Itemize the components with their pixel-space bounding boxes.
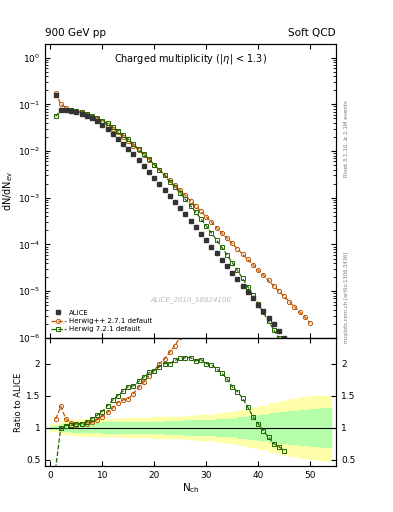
X-axis label: N$_\mathrm{ch}$: N$_\mathrm{ch}$ [182, 481, 200, 495]
Legend: ALICE, Herwig++ 2.7.1 default, Herwig 7.2.1 default: ALICE, Herwig++ 2.7.1 default, Herwig 7.… [49, 307, 154, 334]
Text: mcplots.cern.ch [arXiv:1306.3436]: mcplots.cern.ch [arXiv:1306.3436] [344, 251, 349, 343]
Text: Rivet 3.1.10, ≥ 2.1M events: Rivet 3.1.10, ≥ 2.1M events [344, 100, 349, 177]
Text: 900 GeV pp: 900 GeV pp [45, 28, 106, 37]
Y-axis label: dN/dN$_\mathrm{ev}$: dN/dN$_\mathrm{ev}$ [1, 170, 15, 211]
Y-axis label: Ratio to ALICE: Ratio to ALICE [14, 372, 23, 432]
Text: Charged multiplicity ($|\eta|$ < 1.3): Charged multiplicity ($|\eta|$ < 1.3) [114, 52, 267, 67]
Text: Soft QCD: Soft QCD [288, 28, 336, 37]
Text: ALICE_2010_S8624100: ALICE_2010_S8624100 [150, 296, 231, 303]
